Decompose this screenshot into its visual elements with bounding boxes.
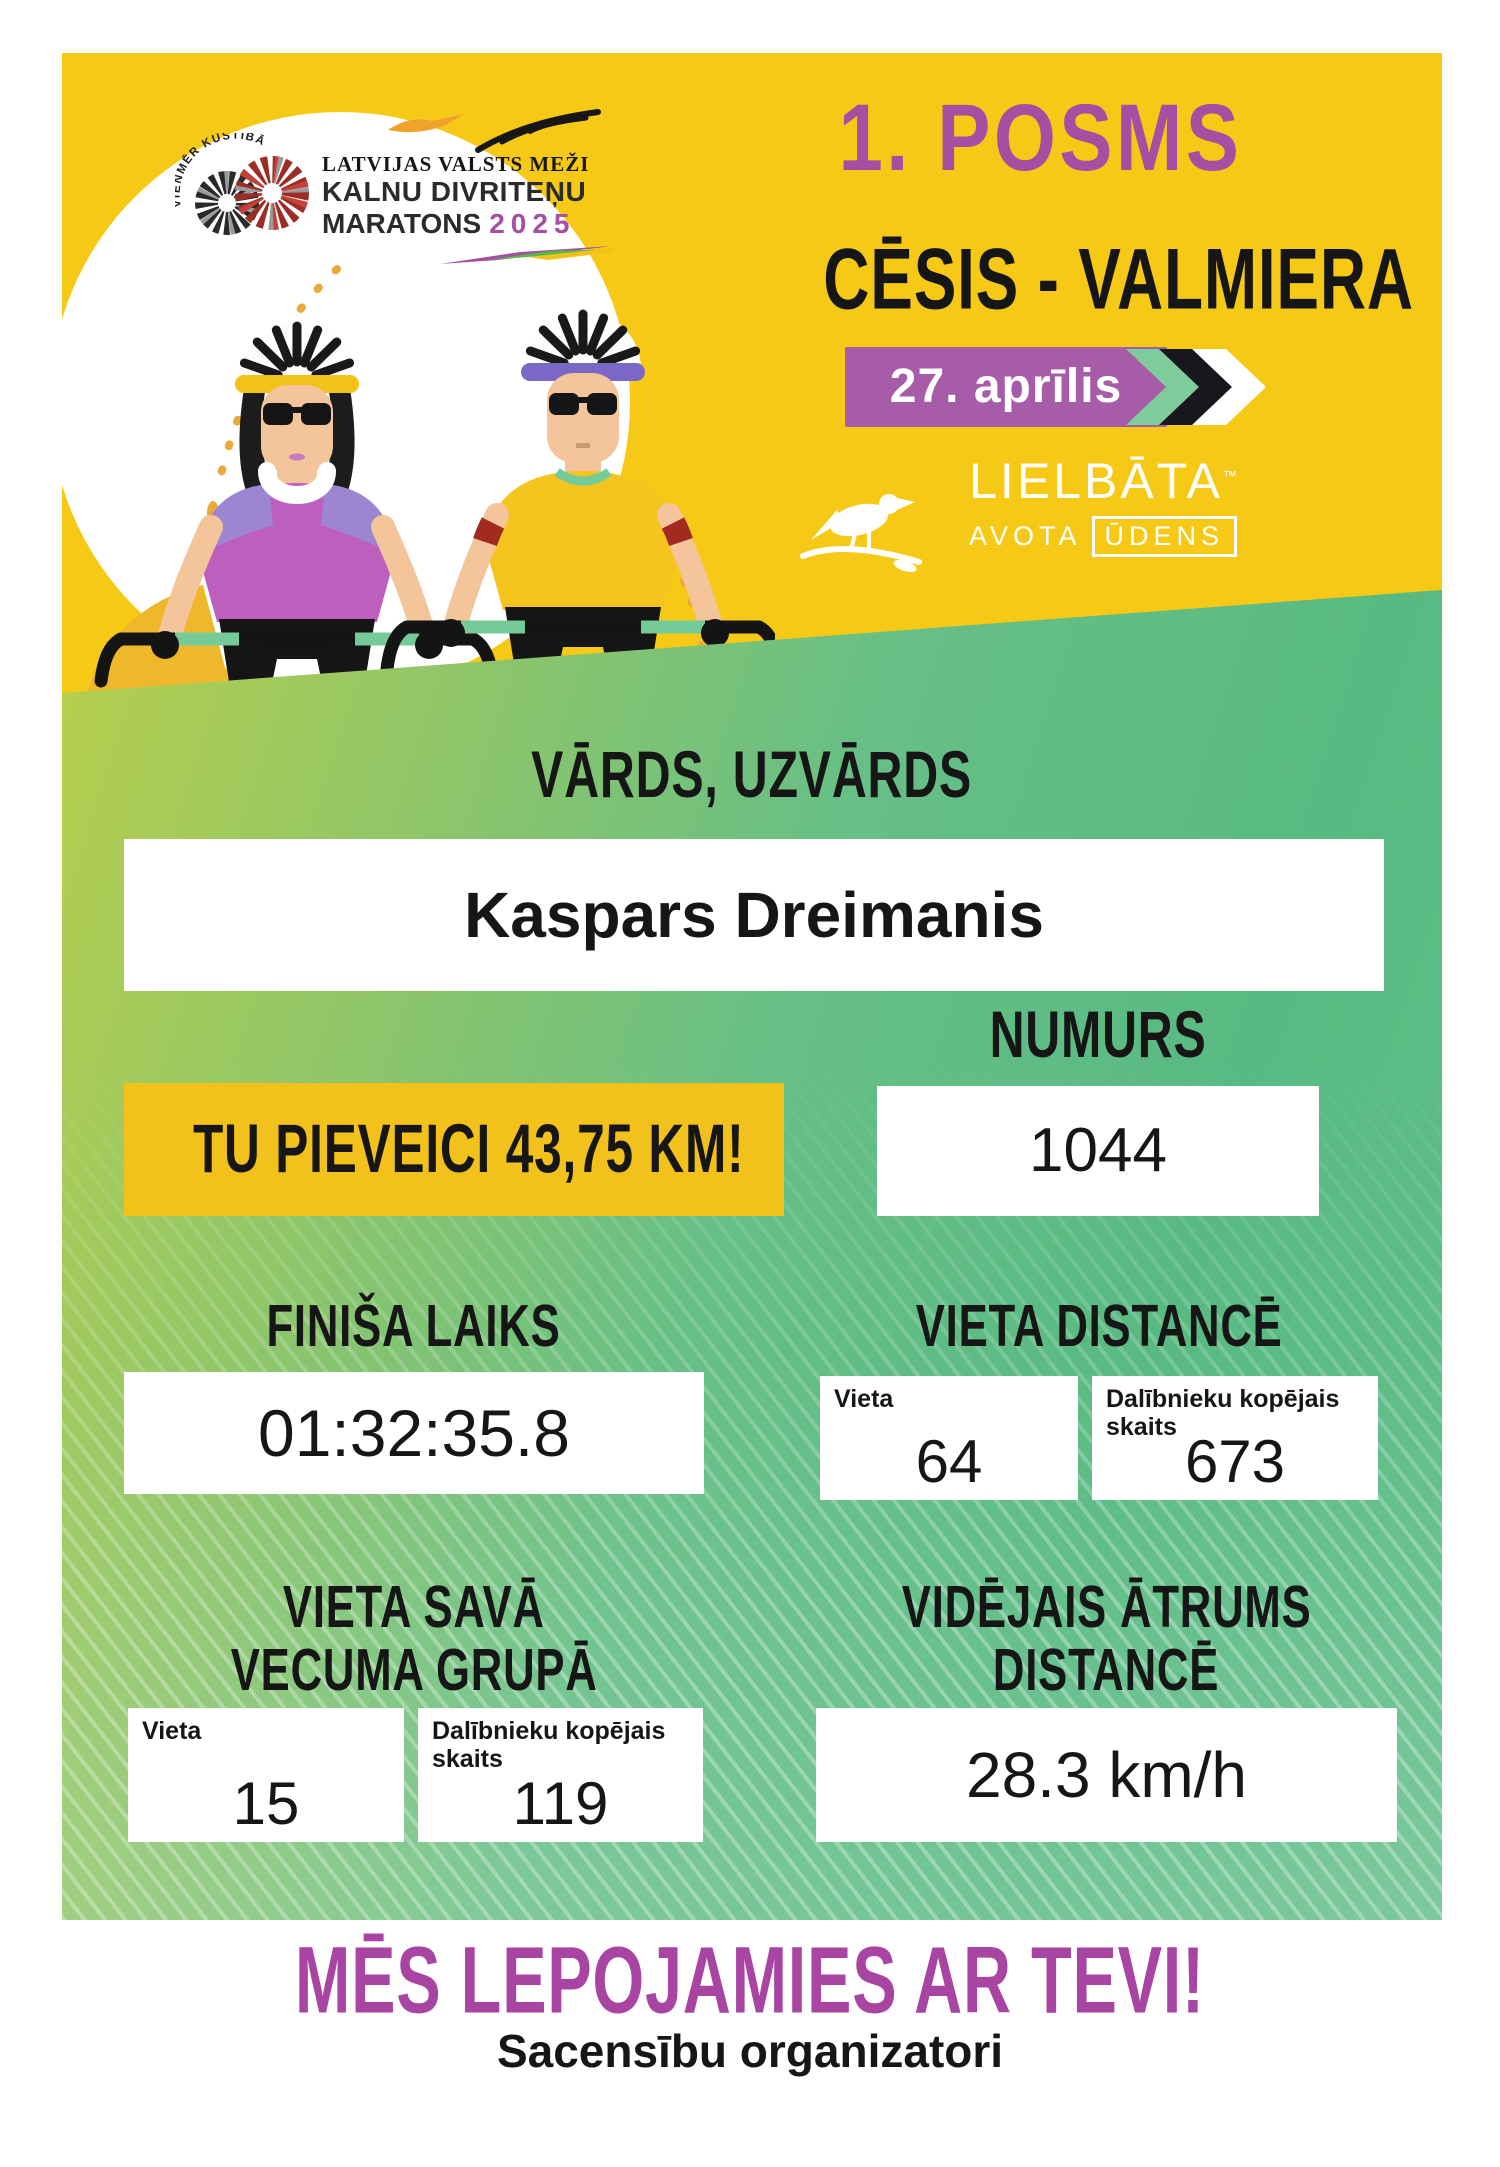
- name-box: Kaspars Dreimanis: [124, 839, 1384, 991]
- participants-label: Dalībnieku kopējais skaits: [432, 1717, 666, 1773]
- place-age-box: Vieta 15: [128, 1708, 404, 1842]
- place-label: Vieta: [142, 1717, 202, 1745]
- route-title-text: CĒSIS - VALMIERA: [823, 231, 1414, 328]
- distance-banner-text: TU PIEVEICI 43,75 KM!: [192, 1111, 745, 1188]
- avg-speed-heading-line2: DISTANCĒ: [993, 1635, 1220, 1703]
- stage-title-text: 1. POSMS: [838, 85, 1242, 191]
- place-age-value: 15: [232, 1770, 300, 1837]
- sponsor-name-text: LIELBĀTA: [969, 453, 1223, 509]
- name-value: Kaspars Dreimanis: [464, 879, 1044, 951]
- participants-age-box: Dalībnieku kopējais skaits 119: [418, 1708, 703, 1842]
- finish-time-heading-text: FINIŠA LAIKS: [266, 1292, 562, 1359]
- number-heading: NUMURS: [877, 998, 1319, 1073]
- number-box: 1044: [877, 1086, 1319, 1216]
- sponsor-logo: LIELBĀTA™ AVOTA ŪDENS: [800, 452, 1285, 582]
- sponsor-subtitle: AVOTA ŪDENS: [923, 516, 1283, 557]
- sponsor-word-udens: ŪDENS: [1091, 516, 1238, 557]
- sponsor-word-avota: AVOTA: [968, 521, 1082, 551]
- number-heading-text: NUMURS: [989, 998, 1207, 1073]
- pinwheel-logo-icon: VIENMĒR KUSTĪBĀ: [175, 133, 309, 237]
- route-title: CĒSIS - VALMIERA: [740, 231, 1440, 328]
- footer-headline-text: MĒS LEPOJAMIES AR TEVI!: [294, 1928, 1206, 2034]
- avg-speed-box: 28.3 km/h: [816, 1708, 1397, 1842]
- age-group-heading-line2: VECUMA GRUPĀ: [230, 1635, 598, 1703]
- participants-age-value: 119: [512, 1770, 609, 1837]
- marathon-word: MARATONS: [322, 208, 482, 239]
- distance-banner: TU PIEVEICI 43,75 KM!: [124, 1083, 784, 1216]
- swoosh-icon: [475, 109, 601, 153]
- trademark-symbol: ™: [1222, 467, 1237, 484]
- tricolor-swoosh-icon: [440, 246, 615, 264]
- age-group-heading: VIETA SAVĀ VECUMA GRUPĀ: [124, 1573, 704, 1703]
- finish-time-heading: FINIŠA LAIKS: [124, 1292, 704, 1359]
- chevrons-icon: [1126, 349, 1266, 425]
- marathon-line1: KALNU DIVRITEŅU: [322, 176, 587, 207]
- number-value: 1044: [1029, 1116, 1167, 1185]
- cyclists-illustration: [85, 265, 775, 705]
- cyclist-left: [94, 321, 500, 705]
- sponsor-name: LIELBĀTA™: [923, 452, 1283, 510]
- avg-speed-value: 28.3 km/h: [965, 1739, 1248, 1811]
- green-body-section: [62, 589, 1442, 1920]
- place-label: Vieta: [834, 1385, 894, 1413]
- avg-speed-heading: VIDĒJAIS ĀTRUMS DISTANCĒ: [816, 1573, 1397, 1703]
- marathon-year: 2025: [489, 208, 576, 239]
- place-distance-box: Vieta 64: [820, 1376, 1078, 1500]
- age-group-heading-line1: VIETA SAVĀ: [283, 1573, 545, 1640]
- name-heading: VĀRDS, UZVĀRDS: [62, 738, 1442, 813]
- finish-time-value: 01:32:35.8: [258, 1396, 570, 1470]
- name-heading-text: VĀRDS, UZVĀRDS: [531, 738, 973, 813]
- stage-title: 1. POSMS: [760, 84, 1320, 193]
- marathon-line2: MARATONS 2025: [322, 208, 575, 240]
- finish-time-box: 01:32:35.8: [124, 1372, 704, 1494]
- bird-icon: [800, 494, 922, 573]
- lvm-title: LATVIJAS VALSTS MEŽI: [322, 152, 590, 176]
- participants-label: Dalībnieku kopējais skaits: [1106, 1385, 1340, 1441]
- place-distance-value: 64: [915, 1428, 983, 1495]
- orange-trail-icon: [388, 114, 464, 133]
- participants-distance-box: Dalībnieku kopējais skaits 673: [1092, 1376, 1378, 1500]
- date-badge: 27. aprīlis: [845, 347, 1167, 427]
- place-distance-heading-text: VIETA DISTANCĒ: [915, 1292, 1283, 1359]
- footer-headline: MĒS LEPOJAMIES AR TEVI!: [0, 1928, 1500, 2034]
- avg-speed-heading-line1: VIDĒJAIS ĀTRUMS: [901, 1573, 1312, 1640]
- place-distance-heading: VIETA DISTANCĒ: [820, 1292, 1378, 1359]
- participants-distance-value: 673: [1184, 1428, 1286, 1495]
- footer-subline: Sacensību organizatori: [496, 2025, 1004, 2077]
